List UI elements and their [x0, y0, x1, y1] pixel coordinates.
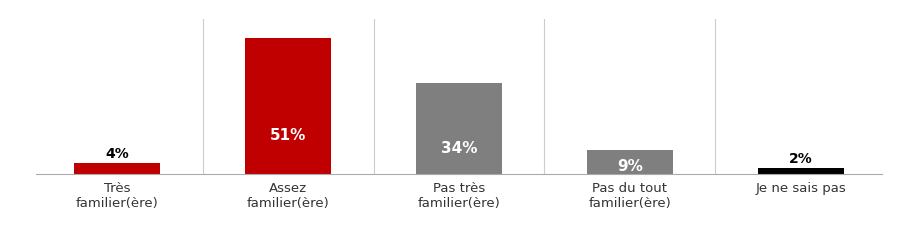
Bar: [758, 168, 843, 174]
Text: 9%: 9%: [617, 159, 643, 174]
Text: 4%: 4%: [105, 147, 129, 161]
Text: 34%: 34%: [441, 141, 477, 156]
Bar: [75, 163, 160, 174]
Bar: [417, 83, 501, 174]
Bar: [587, 150, 672, 174]
Bar: [246, 38, 331, 174]
Text: 2%: 2%: [789, 152, 813, 166]
Text: 51%: 51%: [270, 128, 306, 143]
